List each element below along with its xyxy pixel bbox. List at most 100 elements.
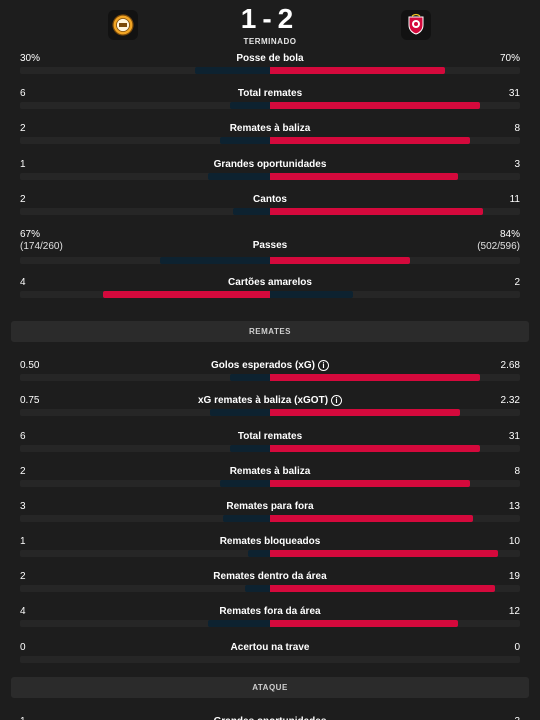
home-sub-value: (174/260) bbox=[20, 240, 63, 252]
stat-label: Grandes oportunidades bbox=[0, 159, 540, 171]
home-value: 0 bbox=[20, 642, 26, 654]
away-share-bar bbox=[270, 207, 483, 215]
comparison-bar-track bbox=[20, 409, 520, 417]
home-value: 6 bbox=[20, 431, 26, 443]
comparison-bar-track bbox=[20, 290, 520, 298]
stat-label: Golos esperados (xG) i bbox=[0, 360, 540, 372]
stat-label-text: Total remates bbox=[237, 430, 303, 442]
comparison-bar-track bbox=[20, 256, 520, 264]
stat-label-text: xG remates à baliza (xGOT) bbox=[197, 395, 329, 407]
stat-row: 4 Cartões amarelos 2 bbox=[0, 274, 540, 309]
stat-label-text: Remates à baliza bbox=[229, 123, 311, 135]
comparison-bar-track bbox=[20, 514, 520, 522]
stat-label: Remates à baliza bbox=[0, 466, 540, 478]
home-share-bar bbox=[222, 514, 270, 522]
away-value: 70% bbox=[500, 53, 520, 65]
match-status: TERMINADO bbox=[243, 37, 297, 46]
stat-label-text: Passes bbox=[252, 239, 288, 251]
away-value-text: 10 bbox=[508, 536, 520, 548]
stat-label-text: Remates à baliza bbox=[229, 465, 311, 477]
away-value-text: 2.32 bbox=[500, 395, 520, 407]
home-value: 2 bbox=[20, 466, 26, 478]
home-value-text: 1 bbox=[20, 536, 26, 548]
away-value: 2.68 bbox=[501, 360, 520, 372]
away-value: 13 bbox=[509, 501, 520, 513]
comparison-bar-track bbox=[20, 479, 520, 487]
away-share-bar bbox=[270, 172, 458, 180]
away-value: 10 bbox=[509, 536, 520, 548]
away-share-bar bbox=[270, 137, 470, 145]
away-value-text: 2.68 bbox=[500, 360, 520, 372]
stat-row: 6 Total remates 31 bbox=[0, 428, 540, 463]
away-share-bar bbox=[270, 67, 445, 74]
comparison-bar-track bbox=[20, 172, 520, 180]
stat-label-text: Grandes oportunidades bbox=[214, 716, 327, 720]
home-team-logo[interactable] bbox=[108, 10, 138, 40]
stat-label: Cantos bbox=[0, 194, 540, 206]
home-value-text: 0 bbox=[20, 641, 26, 653]
home-value-text: 2 bbox=[20, 123, 26, 135]
away-share-bar bbox=[270, 290, 353, 298]
comparison-bar-track bbox=[20, 550, 520, 558]
away-value: 2 bbox=[514, 277, 520, 289]
home-value-text: 6 bbox=[20, 430, 26, 442]
home-value: 67% (174/260) bbox=[20, 229, 63, 253]
stat-row: 67% (174/260) Passes 84% (502/596) bbox=[0, 226, 540, 274]
home-value: 1 bbox=[20, 716, 26, 720]
home-value-text: 67% bbox=[20, 228, 41, 240]
home-share-bar bbox=[210, 409, 270, 417]
home-value-text: 6 bbox=[20, 88, 26, 100]
stat-label-text: Cartões amarelos bbox=[228, 276, 312, 288]
away-value: 2.32 bbox=[501, 395, 520, 407]
comparison-bar-track bbox=[20, 67, 520, 74]
home-share-bar bbox=[230, 374, 270, 382]
away-value-text: 3 bbox=[514, 716, 520, 720]
away-team-logo[interactable] bbox=[401, 10, 431, 40]
stat-label: xG remates à baliza (xGOT) i bbox=[0, 395, 540, 407]
comparison-bar-track bbox=[20, 207, 520, 215]
away-share-bar bbox=[270, 374, 480, 382]
stat-row: 1 Remates bloqueados 10 bbox=[0, 533, 540, 568]
home-share-bar bbox=[102, 290, 270, 298]
stat-label-text: Total remates bbox=[237, 88, 303, 100]
away-value-text: 8 bbox=[514, 465, 520, 477]
away-share-bar bbox=[270, 585, 495, 593]
away-crest-icon bbox=[408, 13, 424, 35]
comparison-bar-track bbox=[20, 655, 520, 663]
home-value: 1 bbox=[20, 536, 26, 548]
away-value: 3 bbox=[514, 716, 520, 720]
away-value-text: 13 bbox=[508, 500, 520, 512]
stat-label: Total remates bbox=[0, 88, 540, 100]
stat-row: 1 Grandes oportunidades 3 bbox=[0, 156, 540, 191]
home-share-bar bbox=[230, 102, 270, 110]
home-value-text: 30% bbox=[20, 53, 41, 64]
stat-label: Remates dentro da área bbox=[0, 571, 540, 583]
away-value: 84% (502/596) bbox=[477, 229, 520, 253]
home-value-text: 0.75 bbox=[20, 395, 40, 407]
stat-label-text: Cantos bbox=[253, 193, 287, 205]
stat-label: Cartões amarelos bbox=[0, 277, 540, 289]
home-crest-icon bbox=[112, 14, 134, 36]
home-value: 3 bbox=[20, 501, 26, 513]
stat-row: 3 Remates para fora 13 bbox=[0, 498, 540, 533]
home-value: 1 bbox=[20, 159, 26, 171]
stat-label-text: Remates para fora bbox=[226, 500, 314, 512]
home-share-bar bbox=[207, 172, 270, 180]
home-value-text: 4 bbox=[20, 606, 26, 618]
stat-label: Acertou na trave bbox=[0, 642, 540, 654]
away-value: 3 bbox=[514, 159, 520, 171]
home-value: 2 bbox=[20, 123, 26, 135]
stat-label: Remates à baliza bbox=[0, 123, 540, 135]
home-value-text: 3 bbox=[20, 500, 26, 512]
stat-label-text: Remates fora da área bbox=[219, 606, 321, 618]
stat-row: 2 Remates dentro da área 19 bbox=[0, 568, 540, 603]
shots-stats: 0.50 Golos esperados (xG) i 2.68 0.75 xG rema… bbox=[0, 357, 540, 674]
away-value: 19 bbox=[509, 571, 520, 583]
info-icon[interactable]: i bbox=[331, 395, 343, 407]
home-value-text: 1 bbox=[20, 158, 26, 170]
info-icon[interactable]: i bbox=[317, 360, 329, 372]
away-value-text: 84% bbox=[499, 228, 520, 240]
away-value: 8 bbox=[514, 123, 520, 135]
home-value-text: 2 bbox=[20, 193, 26, 205]
home-value-text: 2 bbox=[20, 465, 26, 477]
